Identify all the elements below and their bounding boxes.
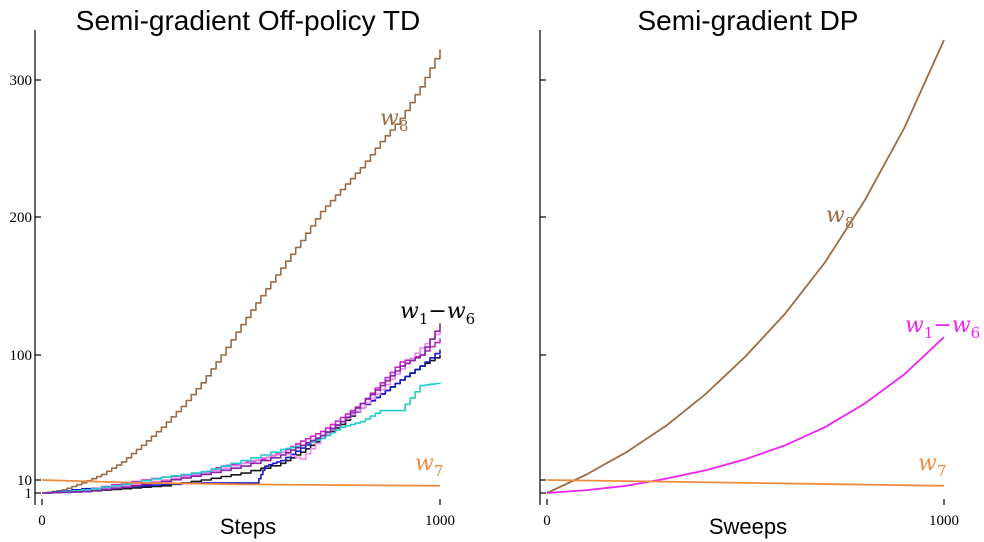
series-line-w1-w6 [546,336,945,494]
chart-title-dp: Semi-gradient DP [638,5,859,36]
y-tick-label: 10 [17,473,32,489]
x-axis-label-td: Steps [220,514,276,539]
x-axis-label-dp: Sweeps [709,514,787,539]
y-tick-label: 1 [25,486,33,502]
panel-dp: Semi-gradient DP 0 1000 w8 w1−w6 w7 Sweeps [539,5,980,539]
y-tick-label: 100 [10,348,33,364]
series-label-w1-w6: w1−w6 [400,299,475,328]
series-line-w8 [546,39,945,494]
series-label-w8: w8 [826,203,854,232]
series-label-w7: w7 [415,451,443,480]
plot-area-dp: 0 1000 w8 w1−w6 w7 [539,30,980,529]
series-label-w8: w8 [380,106,408,135]
series-line-w1-w6-6- [42,323,441,494]
series-line-w8 [42,49,441,494]
series-label-w1-w6: w1−w6 [905,313,980,342]
series-line-w1-w6-1- [42,355,441,494]
x-tick-label: 1000 [929,513,959,529]
series-line-w7 [41,479,441,487]
x-tick-label: 0 [38,513,46,529]
series-label-w7: w7 [918,451,946,480]
series-line-w1-w6-2- [42,349,441,494]
chart-title-td: Semi-gradient Off-policy TD [76,5,420,36]
plot-area-td: 110 100 200 300 0 1000 w8 w1−w6 w7 [10,30,475,529]
x-tick-label: 0 [543,513,551,529]
series-line-w7 [546,479,945,487]
panel-td: Semi-gradient Off-policy TD 110 100 200 300… [10,5,476,539]
y-tick-label: 300 [10,73,33,89]
series-line-w1-w6-4- [42,330,441,494]
y-tick-label: 200 [10,210,33,226]
x-tick-label: 1000 [425,513,455,529]
series-line-w1-w6-3- [42,338,441,494]
